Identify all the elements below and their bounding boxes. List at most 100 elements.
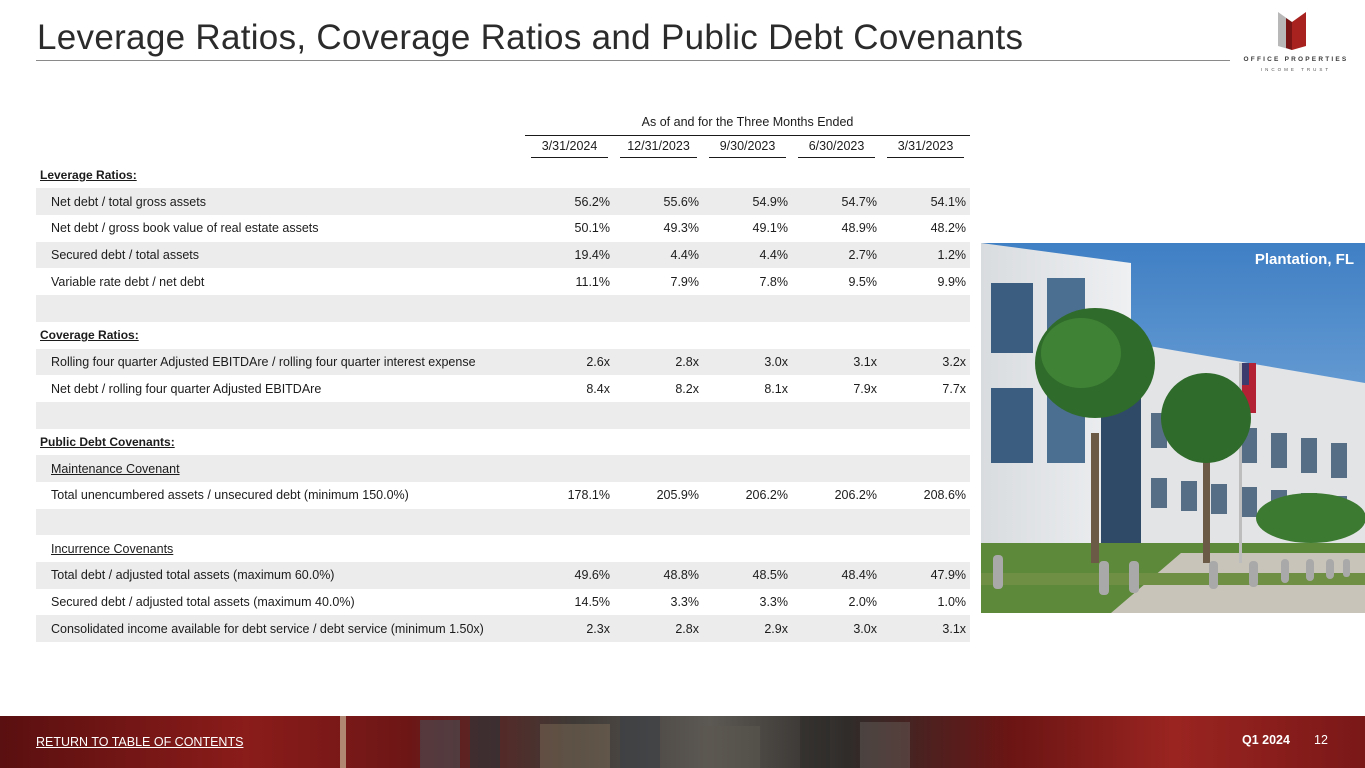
value-cell: 54.9% xyxy=(703,188,792,216)
value-cell xyxy=(525,429,614,456)
table-body: Leverage Ratios: Net debt / total gross a… xyxy=(36,162,971,643)
value-cell: 8.2x xyxy=(675,381,699,396)
ratios-table: As of and for the Three Months Ended 3/3… xyxy=(36,109,971,643)
value-cell: 49.3% xyxy=(663,221,699,236)
value-cell xyxy=(614,322,703,349)
section-label: Public Debt Covenants: xyxy=(40,434,175,449)
value-cell xyxy=(525,295,614,322)
row-label: Secured debt / adjusted total assets (ma… xyxy=(51,595,355,610)
row-label xyxy=(36,295,525,322)
value-cell xyxy=(703,322,792,349)
value-cell xyxy=(614,455,703,482)
table-row: Total debt / adjusted total assets (maxi… xyxy=(36,562,971,589)
spacer-row xyxy=(36,295,971,322)
value-cell xyxy=(792,295,881,322)
table-row: Variable rate debt / net debt 11.1% 7.9% 7.… xyxy=(36,268,970,295)
value-cell: 50.1% xyxy=(574,221,610,236)
value-cell xyxy=(792,429,881,456)
value-cell: 4.4% xyxy=(703,241,792,269)
value-cell xyxy=(703,508,792,536)
property-photo: Plantation, FL xyxy=(981,243,1365,613)
value-cell: 54.1% xyxy=(881,188,971,216)
value-cell: 1.2% xyxy=(881,241,971,269)
subsection-label: Incurrence Covenants xyxy=(51,541,174,556)
value-cell: 14.5% xyxy=(574,595,610,610)
value-cell: 3.1x xyxy=(881,615,971,643)
table-row: Net debt / gross book value of real esta… xyxy=(36,215,970,242)
value-cell: 3.0x xyxy=(792,615,881,643)
page-title: Leverage Ratios, Coverage Ratios and Pub… xyxy=(37,18,1024,57)
row-label: Variable rate debt / net debt xyxy=(51,274,205,289)
value-cell xyxy=(881,535,970,562)
value-cell: 49.6% xyxy=(525,562,614,589)
value-cell xyxy=(614,535,703,562)
value-cell xyxy=(881,508,971,536)
section-header-row: Leverage Ratios: xyxy=(36,162,970,189)
row-label: Net debt / rolling four quarter Adjusted… xyxy=(51,381,322,396)
value-cell: 3.1x xyxy=(792,348,881,376)
value-cell: 2.8x xyxy=(614,348,703,376)
table-row: Net debt / total gross assets 56.2% 55.6% 5… xyxy=(36,188,971,216)
table-row: Secured debt / total assets 19.4% 4.4% 4.4%… xyxy=(36,241,971,269)
value-cell xyxy=(703,162,792,189)
value-cell xyxy=(614,429,703,456)
section-label: Leverage Ratios: xyxy=(40,168,137,183)
value-cell xyxy=(525,535,614,562)
value-cell: 3.3% xyxy=(670,595,700,610)
value-cell: 178.1% xyxy=(567,488,610,503)
value-cell xyxy=(792,162,881,189)
date-column-header: 3/31/2024 xyxy=(525,136,614,162)
value-cell xyxy=(881,295,971,322)
value-cell: 3.2x xyxy=(881,348,971,376)
ratios-table-container: As of and for the Three Months Ended 3/3… xyxy=(36,109,971,643)
value-cell xyxy=(525,455,614,482)
value-cell: 2.9x xyxy=(703,615,792,643)
value-cell xyxy=(881,401,971,429)
date-column-header: 12/31/2023 xyxy=(614,136,703,162)
value-cell: 9.9% xyxy=(937,274,967,289)
logo-text-primary: OFFICE PROPERTIES xyxy=(1243,56,1349,63)
table-row: Net debt / rolling four quarter Adjusted… xyxy=(36,375,970,402)
value-cell xyxy=(525,162,614,189)
value-cell: 48.8% xyxy=(614,562,703,589)
value-cell: 2.6x xyxy=(525,348,614,376)
value-cell: 2.7% xyxy=(792,241,881,269)
value-cell xyxy=(614,162,703,189)
value-cell: 8.1x xyxy=(764,381,788,396)
value-cell: 206.2% xyxy=(834,488,877,503)
value-cell xyxy=(881,322,970,349)
value-cell xyxy=(703,429,792,456)
value-cell: 7.7x xyxy=(942,381,967,396)
subsection-header-row: Incurrence Covenants xyxy=(36,535,970,562)
value-cell: 2.8x xyxy=(614,615,703,643)
value-cell xyxy=(525,508,614,536)
value-cell: 9.5% xyxy=(848,274,878,289)
date-header-row: 3/31/2024 12/31/2023 9/30/2023 6/30/2023 3/3… xyxy=(36,136,970,162)
value-cell: 7.9x xyxy=(853,381,877,396)
title-divider xyxy=(36,60,1230,61)
footer-bar: RETURN TO TABLE OF CONTENTS Q1 2024 12 xyxy=(0,716,1365,768)
value-cell xyxy=(792,508,881,536)
subsection-label: Maintenance Covenant xyxy=(36,455,525,482)
company-logo: OFFICE PROPERTIES INCOME TRUST xyxy=(1228,12,1364,76)
value-cell: 54.7% xyxy=(792,188,881,216)
logo-mark-icon xyxy=(1278,12,1306,50)
date-column-label: 3/31/2024 xyxy=(531,139,608,159)
row-label: Rolling four quarter Adjusted EBITDAre /… xyxy=(36,348,525,376)
value-cell: 206.2% xyxy=(745,488,788,503)
value-cell: 48.4% xyxy=(792,562,881,589)
value-cell: 11.1% xyxy=(575,274,610,289)
section-label: Coverage Ratios: xyxy=(40,328,139,343)
value-cell: 56.2% xyxy=(525,188,614,216)
value-cell xyxy=(881,455,971,482)
value-cell: 7.9% xyxy=(670,274,700,289)
return-to-toc-link[interactable]: RETURN TO TABLE OF CONTENTS xyxy=(36,735,244,749)
value-cell xyxy=(703,401,792,429)
value-cell: 8.4x xyxy=(586,381,610,396)
value-cell: 47.9% xyxy=(881,562,971,589)
value-cell: 48.5% xyxy=(703,562,792,589)
table-row: Secured debt / adjusted total assets (ma… xyxy=(36,589,970,616)
date-column-header: 6/30/2023 xyxy=(792,136,881,162)
row-label: Total unencumbered assets / unsecured de… xyxy=(51,488,409,503)
row-label: Total debt / adjusted total assets (maxi… xyxy=(36,562,525,589)
